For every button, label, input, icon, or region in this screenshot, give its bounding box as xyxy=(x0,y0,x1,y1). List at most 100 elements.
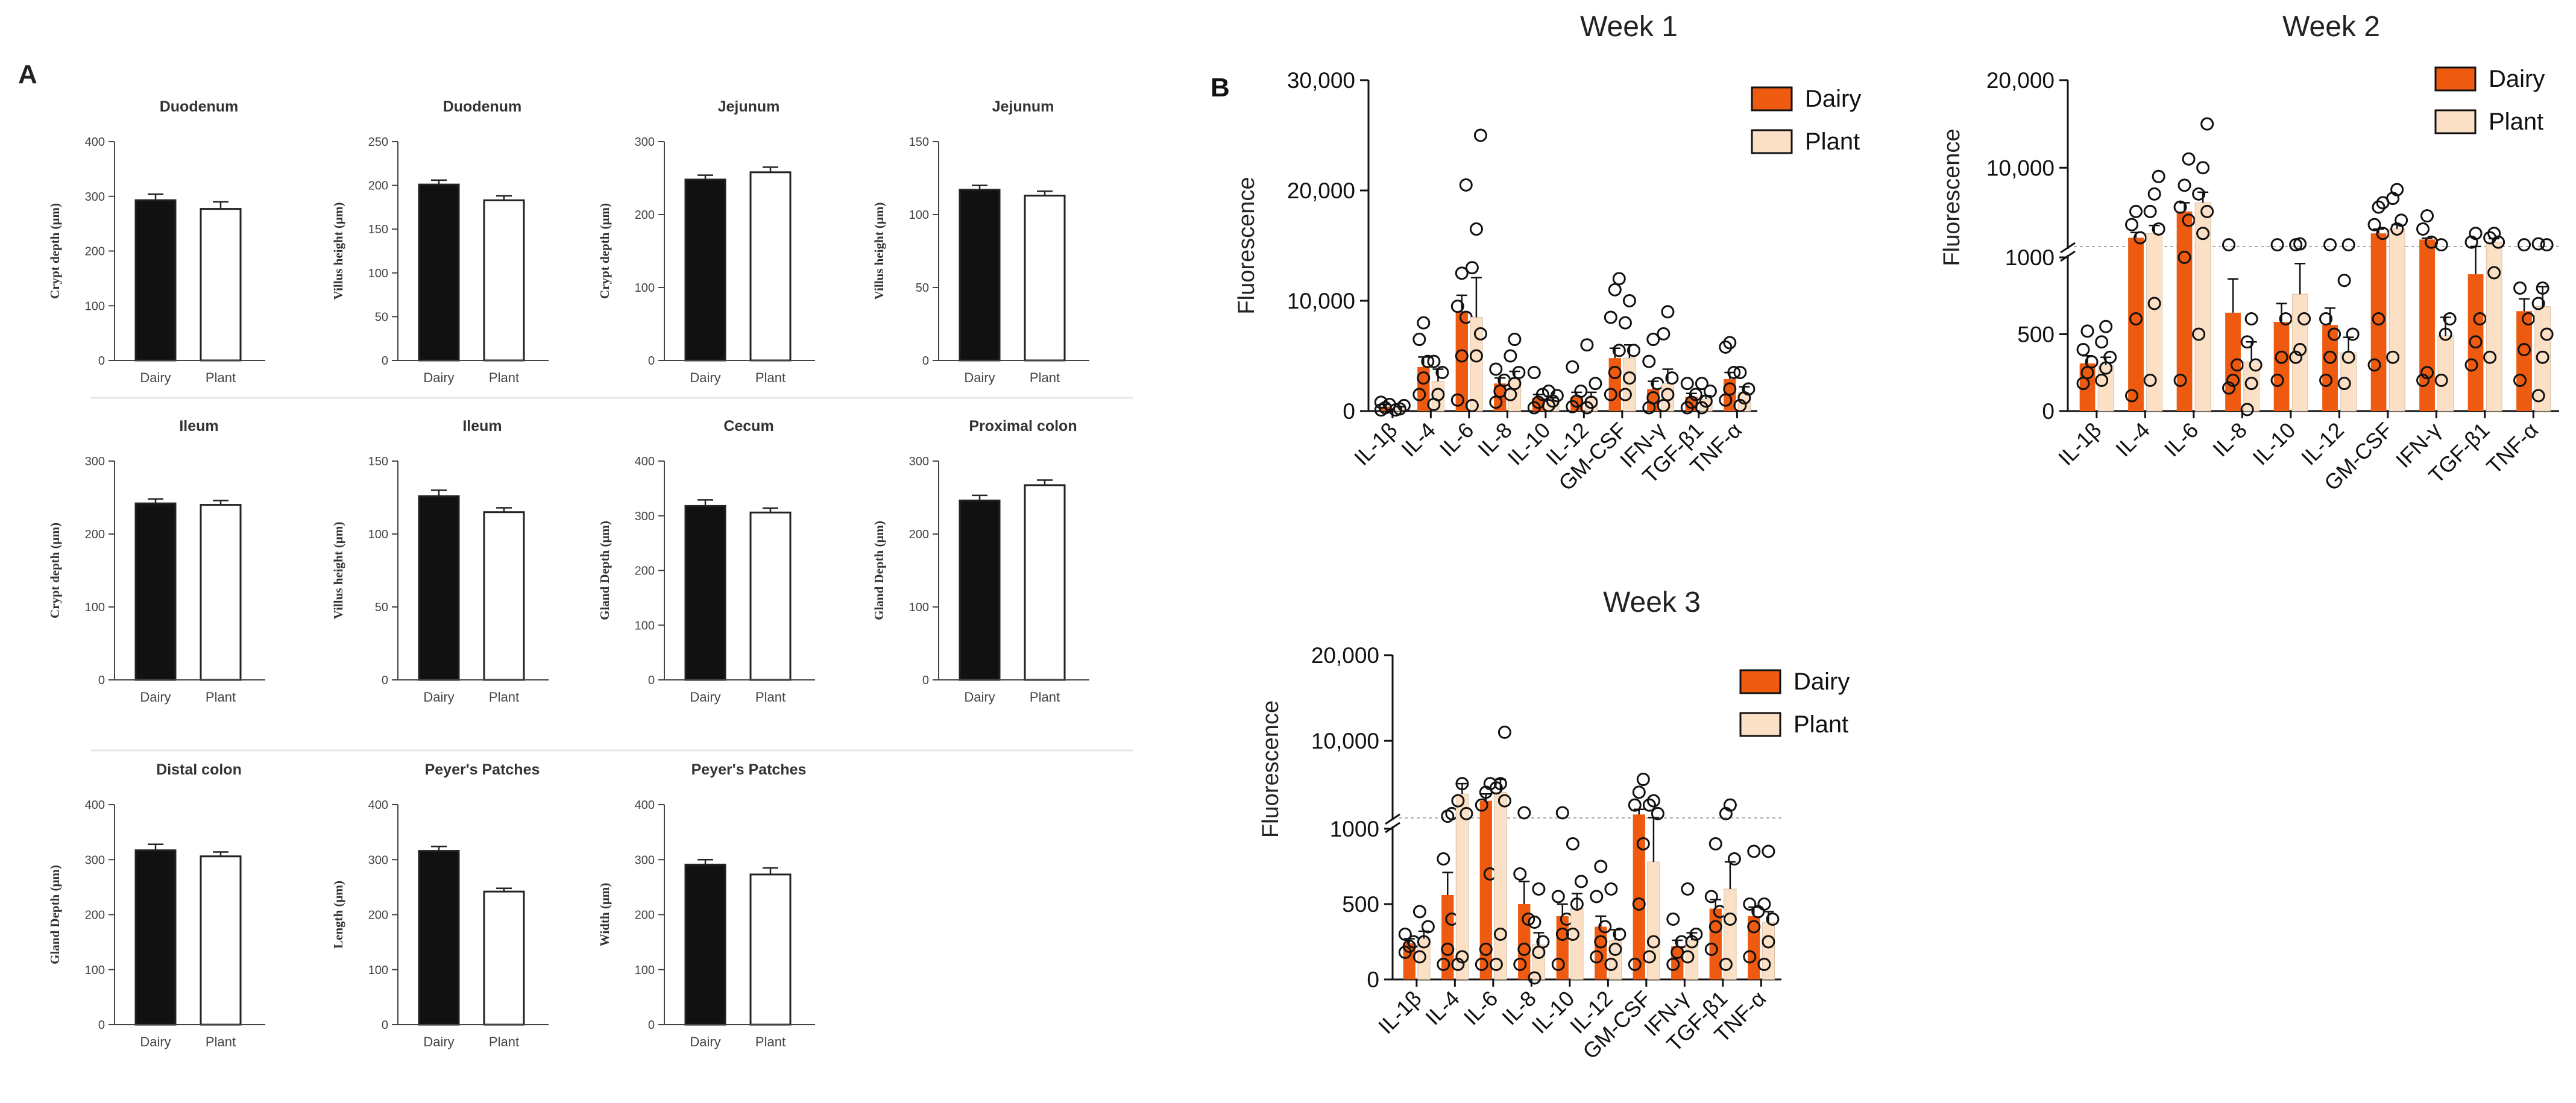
chart-a3: Jejunum Crypt depth (μm) 0 100 200 300 Dairy Pl… xyxy=(597,98,815,385)
y-tick-label: 150 xyxy=(368,223,388,236)
data-point xyxy=(1689,388,1702,401)
bar-dairy xyxy=(1556,916,1569,979)
data-point xyxy=(1412,388,1426,401)
y-axis-label: Gland Depth (μm) xyxy=(597,521,612,620)
data-point xyxy=(1681,882,1695,896)
x-tick-label: Plant xyxy=(1030,370,1060,385)
data-point xyxy=(2531,237,2545,251)
y-tick-label: 300 xyxy=(85,190,105,204)
data-point xyxy=(2319,312,2333,325)
data-point xyxy=(2531,297,2545,310)
bar-plant xyxy=(749,171,792,362)
y-tick-label: 500 xyxy=(2017,322,2055,347)
x-tick-label: Plant xyxy=(755,690,786,705)
data-point xyxy=(2341,350,2355,364)
data-point xyxy=(1412,333,1426,347)
x-tick-label: Plant xyxy=(1030,690,1060,705)
y-tick-label: 300 xyxy=(635,510,655,523)
x-tick-label: Plant xyxy=(489,1034,519,1049)
bar-plant xyxy=(2437,335,2454,412)
data-point xyxy=(1727,365,1741,379)
data-point xyxy=(1473,327,1487,341)
chart-b2: Week 2 Fluorescence 0 500 1000 10,000 20,000 IL… xyxy=(1939,11,2559,495)
data-point xyxy=(1437,852,1450,866)
bar-dairy xyxy=(418,495,460,681)
y-tick-label: 200 xyxy=(85,909,105,922)
data-point xyxy=(1608,283,1622,297)
data-point xyxy=(1504,349,1517,363)
legend-swatch-dairy xyxy=(1751,86,1793,112)
y-tick-label: 0 xyxy=(1367,967,1379,992)
data-point xyxy=(1762,935,1775,949)
data-point xyxy=(1551,958,1565,971)
bar-plant xyxy=(483,199,525,362)
y-tick-label: 20,000 xyxy=(1311,643,1379,668)
data-point xyxy=(1475,958,1488,971)
y-axis-label: Villus height (μm) xyxy=(331,522,345,620)
data-point xyxy=(1661,388,1675,401)
data-point xyxy=(1608,943,1622,956)
data-point xyxy=(2297,312,2311,325)
data-point xyxy=(1695,401,1708,415)
data-point xyxy=(2367,358,2381,372)
x-tick-label: Plant xyxy=(489,370,519,385)
data-point xyxy=(1421,920,1435,934)
y-tick-label: 300 xyxy=(635,853,655,867)
y-axis-label: Width (μm) xyxy=(597,883,612,946)
y-tick-label: 200 xyxy=(635,565,655,578)
data-point xyxy=(1723,382,1737,396)
data-point xyxy=(1455,950,1469,964)
data-point xyxy=(2531,389,2545,403)
data-point xyxy=(2323,238,2337,252)
bar-dairy xyxy=(1671,946,1684,979)
data-point xyxy=(2337,274,2351,288)
chart-a9: Distal colon Gland Depth (μm) 0 100 200 300 40… xyxy=(48,761,265,1049)
data-point xyxy=(2376,227,2390,240)
data-point xyxy=(1680,377,1694,391)
bar-plant xyxy=(749,511,792,681)
data-point xyxy=(1427,354,1441,368)
data-point xyxy=(2226,374,2240,387)
data-point xyxy=(1766,913,1780,926)
data-point xyxy=(2483,350,2497,364)
data-point xyxy=(2443,312,2457,325)
x-tick-label: Dairy xyxy=(964,690,995,705)
bar-plant xyxy=(1024,484,1066,681)
y-tick-label: 20,000 xyxy=(1287,178,1355,203)
y-tick-label: 0 xyxy=(382,1019,388,1032)
y-tick-label: 0 xyxy=(1343,399,1355,424)
data-point xyxy=(2279,312,2293,325)
chart-b3: Week 3 Fluorescence 0 500 1000 10,000 20,000 IL… xyxy=(1258,586,1850,1064)
data-point xyxy=(1455,266,1469,280)
data-point xyxy=(1762,844,1775,858)
data-point xyxy=(1612,344,1626,357)
bar-dairy xyxy=(684,504,726,681)
x-tick-label: IL-10 xyxy=(1502,418,1555,470)
data-point xyxy=(2147,187,2161,201)
x-tick-label: Plant xyxy=(206,370,236,385)
data-point xyxy=(1465,261,1479,275)
data-point xyxy=(2249,358,2263,372)
x-tick-label: Dairy xyxy=(423,690,454,705)
legend-swatch-dairy xyxy=(2434,66,2477,92)
data-point xyxy=(2231,358,2244,372)
bar-plant xyxy=(200,855,242,1026)
data-point xyxy=(2328,327,2341,341)
y-tick-label: 0 xyxy=(922,674,929,687)
chart-title: Peyer's Patches xyxy=(425,761,540,778)
y-tick-label: 200 xyxy=(85,528,105,541)
bar-plant xyxy=(1508,379,1522,412)
data-point xyxy=(2434,374,2448,387)
data-point xyxy=(1417,935,1431,949)
data-point xyxy=(2244,312,2258,325)
data-point xyxy=(1580,338,1594,352)
legend-swatch-plant xyxy=(1751,129,1793,154)
y-tick-label: 400 xyxy=(635,799,655,812)
chart-title: Week 2 xyxy=(2282,11,2380,43)
y-tick-label: 0 xyxy=(98,674,105,687)
data-point xyxy=(1551,890,1565,903)
data-point xyxy=(1622,294,1636,307)
y-axis-label: Length (μm) xyxy=(331,881,345,949)
data-point xyxy=(2085,355,2099,369)
